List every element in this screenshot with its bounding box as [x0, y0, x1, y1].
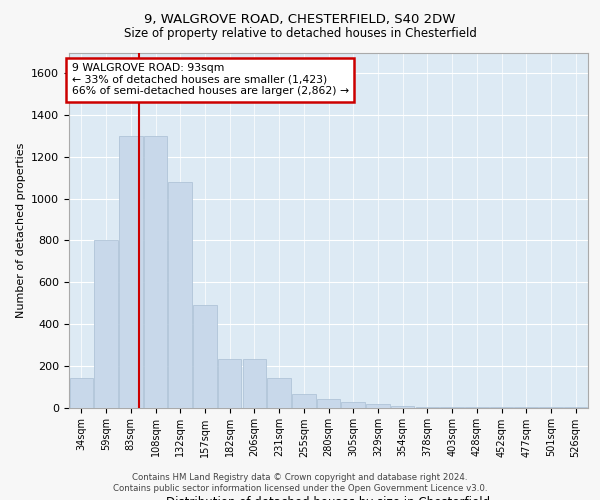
Y-axis label: Number of detached properties: Number of detached properties — [16, 142, 26, 318]
Bar — [193, 305, 217, 408]
X-axis label: Distribution of detached houses by size in Chesterfield: Distribution of detached houses by size … — [166, 496, 491, 500]
Text: Size of property relative to detached houses in Chesterfield: Size of property relative to detached ho… — [124, 28, 476, 40]
Text: Contains HM Land Registry data © Crown copyright and database right 2024.: Contains HM Land Registry data © Crown c… — [132, 472, 468, 482]
Bar — [416, 406, 439, 408]
Bar — [94, 240, 118, 408]
Bar — [391, 406, 415, 407]
Text: 9, WALGROVE ROAD, CHESTERFIELD, S40 2DW: 9, WALGROVE ROAD, CHESTERFIELD, S40 2DW — [145, 12, 455, 26]
Bar — [317, 399, 340, 407]
Bar — [268, 378, 291, 408]
Text: Contains public sector information licensed under the Open Government Licence v3: Contains public sector information licen… — [113, 484, 487, 493]
Bar — [169, 182, 192, 408]
Bar — [218, 360, 241, 408]
Bar — [366, 404, 389, 407]
Bar — [292, 394, 316, 407]
Bar — [70, 378, 93, 408]
Bar — [242, 360, 266, 408]
Text: 9 WALGROVE ROAD: 93sqm
← 33% of detached houses are smaller (1,423)
66% of semi-: 9 WALGROVE ROAD: 93sqm ← 33% of detached… — [71, 63, 349, 96]
Bar — [144, 136, 167, 407]
Bar — [341, 402, 365, 407]
Bar — [119, 136, 143, 407]
Bar — [440, 407, 464, 408]
